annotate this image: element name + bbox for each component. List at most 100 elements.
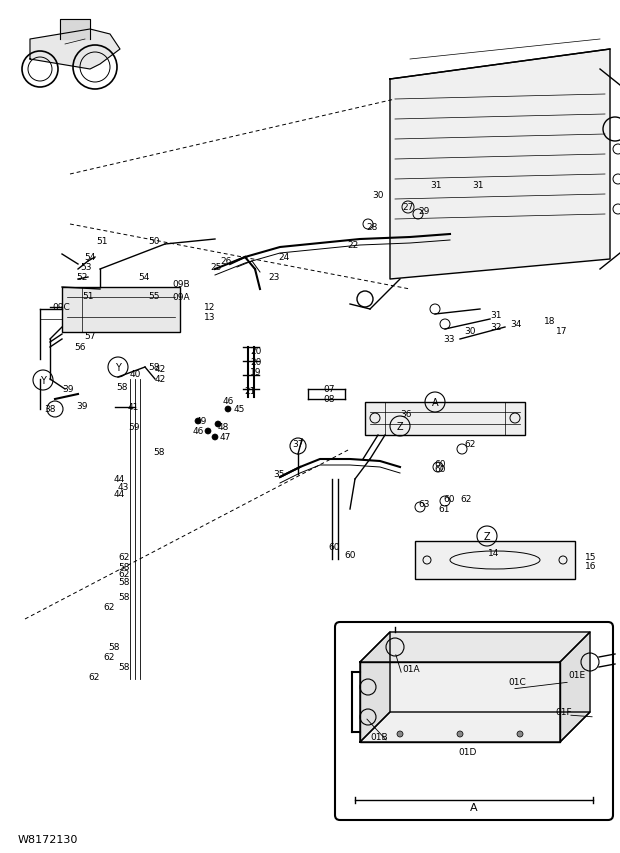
Text: 44: 44	[114, 475, 125, 484]
Text: 30: 30	[464, 327, 476, 336]
Text: 36: 36	[400, 410, 412, 419]
Text: 01C: 01C	[508, 677, 526, 687]
Text: 58: 58	[118, 593, 130, 602]
Circle shape	[195, 419, 201, 425]
Text: 32: 32	[490, 323, 502, 332]
Text: 30: 30	[372, 190, 384, 200]
Polygon shape	[560, 632, 590, 742]
Text: 44: 44	[114, 490, 125, 499]
Text: 58: 58	[108, 643, 120, 652]
Text: 52: 52	[76, 273, 87, 282]
Circle shape	[457, 731, 463, 737]
Polygon shape	[60, 20, 90, 40]
Text: 60: 60	[434, 465, 446, 474]
Text: 51: 51	[82, 293, 94, 301]
Text: 26: 26	[220, 258, 231, 266]
Text: 21: 21	[244, 387, 255, 396]
Text: 37: 37	[292, 440, 304, 449]
Text: W8172130: W8172130	[18, 834, 78, 844]
Text: 35: 35	[273, 470, 285, 479]
Text: 01E: 01E	[568, 670, 585, 680]
Text: 07: 07	[323, 385, 335, 394]
Text: 46: 46	[193, 427, 205, 436]
Text: A: A	[432, 397, 438, 408]
Text: 54: 54	[84, 253, 95, 262]
Text: 01F: 01F	[555, 708, 572, 717]
Text: 20: 20	[250, 358, 262, 367]
Polygon shape	[390, 50, 610, 280]
Text: 33: 33	[443, 335, 454, 344]
Text: 15: 15	[585, 553, 596, 562]
Text: 42: 42	[155, 365, 166, 374]
Text: 22: 22	[347, 241, 358, 249]
Text: 28: 28	[366, 223, 378, 231]
Polygon shape	[360, 632, 590, 662]
Polygon shape	[360, 632, 390, 742]
Text: Y: Y	[40, 375, 46, 386]
Text: 29: 29	[418, 207, 430, 217]
Text: 56: 56	[74, 343, 86, 352]
Text: 12: 12	[204, 303, 215, 312]
Text: 63: 63	[418, 500, 430, 509]
Circle shape	[517, 731, 523, 737]
Text: 01A: 01A	[402, 664, 420, 674]
Text: 45: 45	[234, 405, 246, 414]
Text: 54: 54	[138, 273, 149, 282]
Text: 20: 20	[250, 347, 262, 356]
Text: 48: 48	[218, 423, 229, 432]
Text: 62: 62	[103, 653, 114, 662]
Text: 40: 40	[130, 370, 141, 379]
Text: 57: 57	[84, 332, 95, 341]
Circle shape	[205, 428, 211, 434]
Text: 58: 58	[118, 563, 130, 572]
Text: 09A: 09A	[172, 293, 190, 302]
FancyBboxPatch shape	[365, 403, 525, 436]
Text: 24: 24	[278, 253, 290, 262]
Text: 51: 51	[96, 237, 107, 247]
Text: 62: 62	[103, 603, 114, 612]
Text: 01B: 01B	[370, 733, 388, 741]
Text: 01D: 01D	[458, 747, 476, 757]
Text: 39: 39	[76, 402, 87, 411]
Text: 50: 50	[148, 237, 159, 247]
Text: Z: Z	[397, 421, 404, 432]
Circle shape	[397, 731, 403, 737]
Text: A: A	[470, 802, 478, 812]
Text: 16: 16	[585, 562, 596, 571]
Text: 60: 60	[443, 495, 454, 504]
FancyBboxPatch shape	[415, 542, 575, 579]
Text: 46: 46	[223, 397, 234, 406]
Text: 62: 62	[460, 495, 471, 504]
Text: 25: 25	[210, 264, 221, 272]
Text: 49: 49	[196, 417, 207, 426]
Text: 31: 31	[490, 311, 502, 320]
Text: 13: 13	[204, 313, 216, 322]
Text: 62: 62	[118, 553, 130, 562]
Text: 60: 60	[434, 460, 446, 469]
Text: 55: 55	[148, 293, 159, 301]
Text: 60: 60	[328, 543, 340, 552]
Text: 19: 19	[250, 368, 262, 377]
Text: 14: 14	[488, 548, 499, 558]
Text: 17: 17	[556, 327, 567, 336]
FancyBboxPatch shape	[62, 287, 180, 333]
Text: 27: 27	[402, 202, 414, 212]
Text: 60: 60	[344, 551, 355, 560]
Text: 42: 42	[155, 375, 166, 384]
Text: 39: 39	[62, 385, 74, 394]
Text: 58: 58	[118, 577, 130, 587]
Text: 43: 43	[118, 483, 130, 492]
Text: Y: Y	[115, 363, 121, 373]
Text: 62: 62	[118, 570, 130, 579]
Text: 09C: 09C	[52, 303, 70, 312]
Text: 58: 58	[116, 383, 128, 392]
Text: 59: 59	[128, 423, 140, 432]
Circle shape	[225, 407, 231, 413]
Text: 41: 41	[128, 403, 140, 412]
Text: 31: 31	[472, 180, 484, 189]
Text: 18: 18	[544, 317, 556, 326]
Text: 62: 62	[464, 440, 476, 449]
Polygon shape	[360, 662, 560, 742]
Text: 53: 53	[80, 264, 92, 272]
Text: 47: 47	[220, 433, 231, 442]
